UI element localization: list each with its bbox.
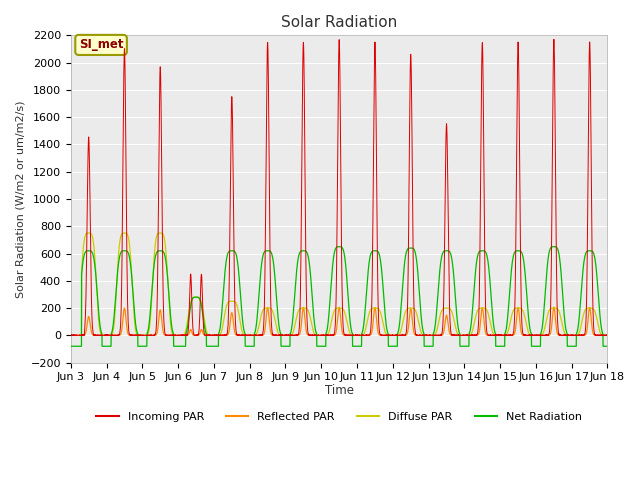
X-axis label: Time: Time [324, 384, 354, 396]
Title: Solar Radiation: Solar Radiation [281, 15, 397, 30]
Text: SI_met: SI_met [79, 38, 124, 51]
Legend: Incoming PAR, Reflected PAR, Diffuse PAR, Net Radiation: Incoming PAR, Reflected PAR, Diffuse PAR… [92, 408, 586, 426]
Y-axis label: Solar Radiation (W/m2 or um/m2/s): Solar Radiation (W/m2 or um/m2/s) [15, 100, 25, 298]
